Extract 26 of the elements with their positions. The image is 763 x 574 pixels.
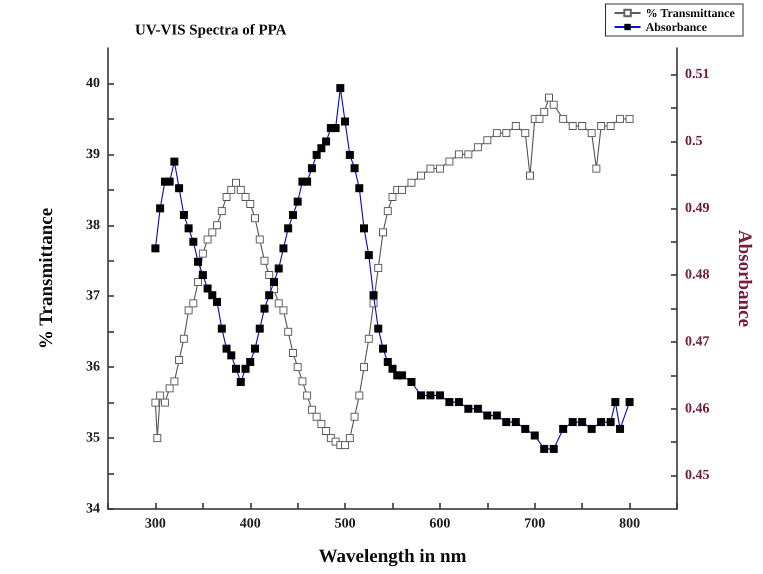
y-tick-label: 38 (86, 218, 100, 233)
legend-label: % Transmittance (646, 6, 736, 20)
y2-tick-label: 0.49 (685, 200, 710, 216)
y-tick-label: 36 (86, 360, 100, 375)
chart-title: UV-VIS Spectra of PPA (135, 22, 287, 38)
y-tick-label: 39 (86, 146, 100, 162)
x-tick-label: 700 (524, 516, 546, 532)
y2-tick-label: 0.51 (685, 67, 710, 82)
x-tick-label: 500 (334, 516, 356, 532)
y-axis-title: % Transmittance (36, 208, 57, 350)
y-tick-label: 34 (86, 502, 100, 516)
legend-label: Absorbance (646, 20, 708, 34)
y2-axis-title: Absorbance (734, 230, 755, 328)
y2-tick-label: 0.45 (685, 468, 710, 484)
x-tick-label: 300 (144, 516, 166, 532)
y-tick-label: 40 (86, 76, 100, 91)
x-axis-title: Wavelength in nm (318, 546, 467, 567)
y2-tick-label: 0.46 (685, 401, 710, 416)
x-tick-label: 800 (619, 516, 640, 532)
y2-tick-label: 0.5 (685, 134, 702, 150)
x-tick-label: 400 (240, 516, 261, 532)
y-tick-label: 37 (86, 288, 100, 304)
y2-tick-label: 0.48 (685, 268, 710, 283)
y-tick-label: 35 (86, 430, 100, 446)
y2-tick-label: 0.47 (685, 334, 710, 350)
x-tick-label: 600 (429, 516, 450, 532)
